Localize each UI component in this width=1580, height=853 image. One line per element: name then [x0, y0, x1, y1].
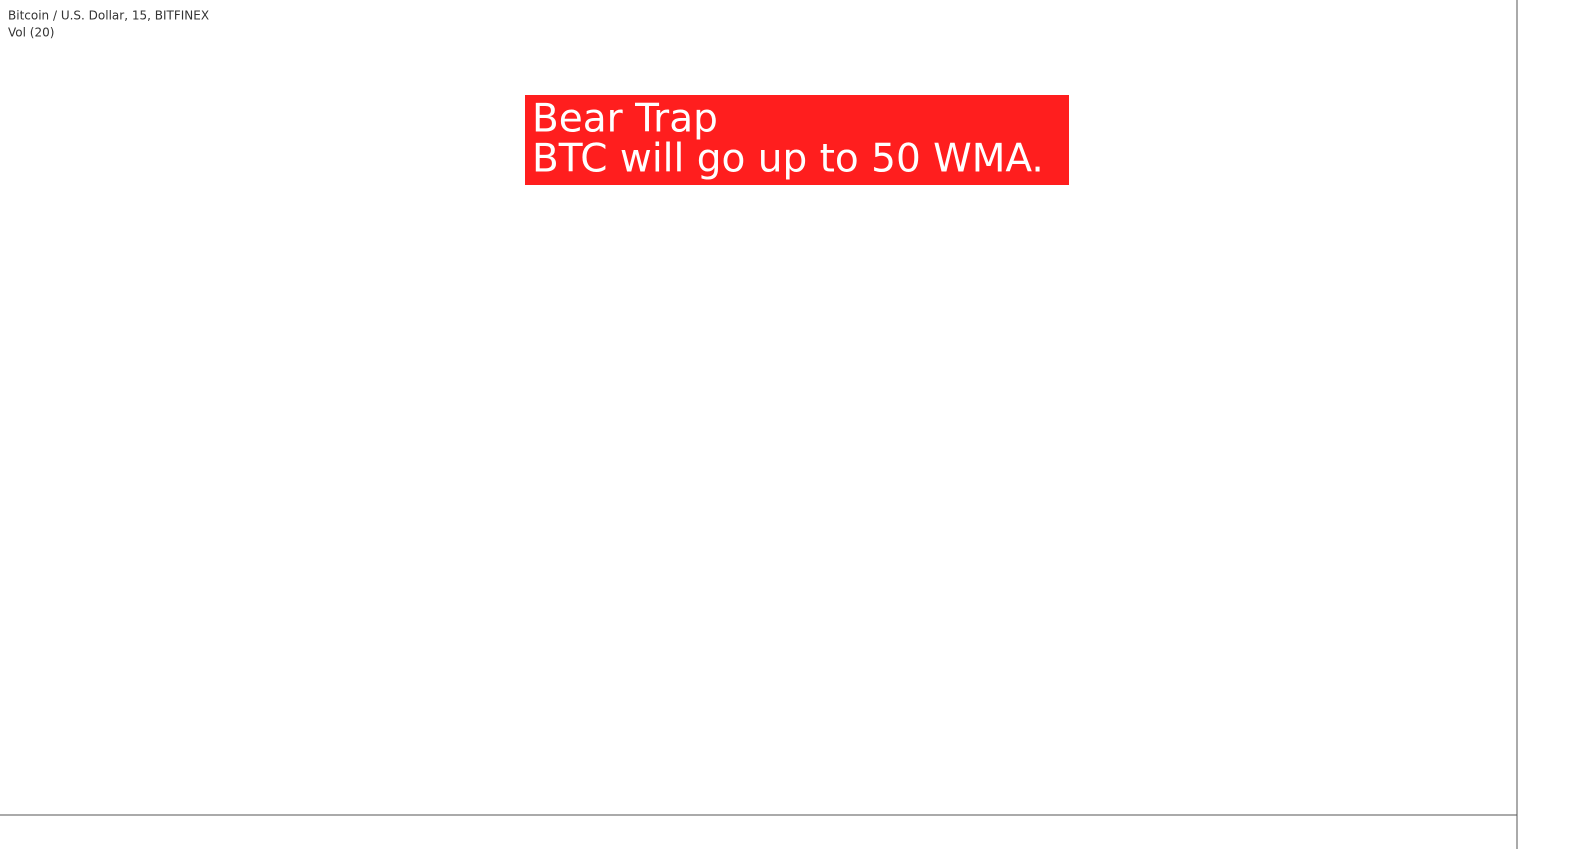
annotation: Bear Trap BTC will go up to 50 WMA. — [525, 95, 1069, 185]
annotation-box — [525, 95, 1069, 185]
volume-label: Vol (20) — [8, 26, 54, 40]
chart-title: Bitcoin / U.S. Dollar, 15, BITFINEX — [8, 9, 209, 23]
annotation-line: BTC will go up to 50 WMA. — [532, 137, 1044, 182]
annotation-line: Bear Trap — [532, 97, 718, 142]
